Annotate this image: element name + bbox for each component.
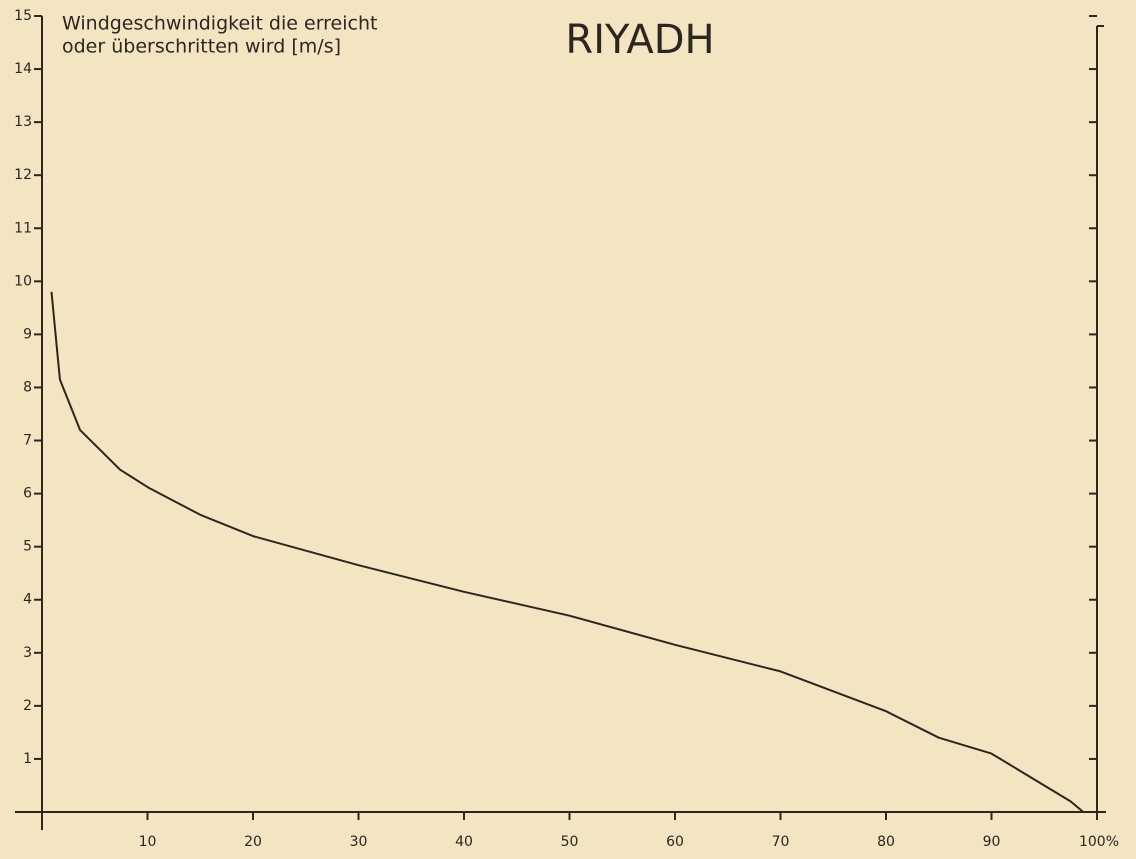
chart-title: RIYADH: [565, 17, 714, 63]
y-tick-label: 4: [23, 592, 32, 608]
x-tick-label: 90: [983, 834, 1001, 850]
y-tick-label: 11: [14, 220, 32, 236]
y-tick-label: 12: [14, 167, 32, 183]
y-tick-label: 2: [23, 698, 32, 714]
x-tick-label: 10: [139, 834, 157, 850]
y-tick-label: 7: [23, 433, 32, 449]
y-tick-label: 15: [14, 8, 32, 24]
x-tick-label: 20: [244, 834, 262, 850]
y-tick-label: 3: [23, 645, 32, 661]
y-tick-label: 8: [23, 379, 32, 395]
x-tick-label: 60: [666, 834, 684, 850]
y-axis-label: Windgeschwindigkeit die erreicht: [62, 13, 377, 35]
x-tick-label: 100%: [1079, 834, 1119, 850]
y-tick-label: 6: [23, 486, 32, 502]
x-tick-label: 50: [561, 834, 579, 850]
y-tick-label: 5: [23, 539, 32, 555]
x-tick-label: 70: [772, 834, 790, 850]
x-tick-label: 30: [350, 834, 368, 850]
y-axis-label: oder überschritten wird [m/s]: [62, 36, 341, 58]
x-tick-label: 40: [455, 834, 473, 850]
x-tick-label: 80: [877, 834, 895, 850]
y-tick-label: 1: [23, 751, 32, 767]
y-tick-label: 10: [14, 273, 32, 289]
line: [50, 291, 1084, 813]
y-tick-label: 9: [23, 326, 32, 342]
y-tick-label: 14: [14, 61, 32, 77]
y-tick-label: 13: [14, 114, 32, 130]
